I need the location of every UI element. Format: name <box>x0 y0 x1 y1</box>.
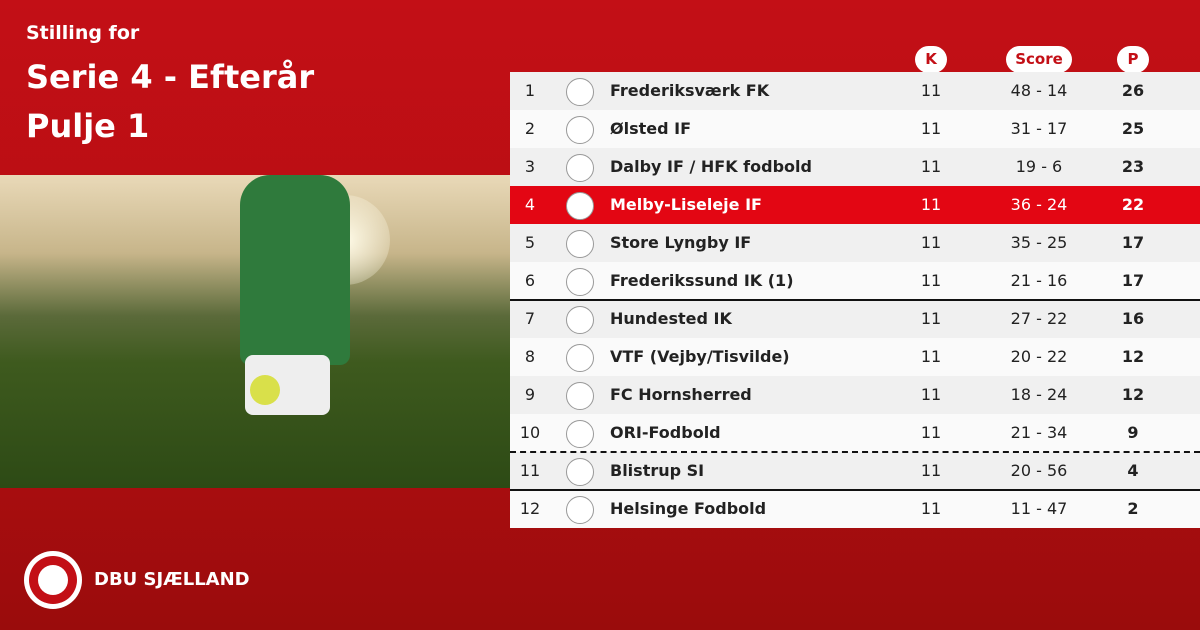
team-logo <box>566 268 594 296</box>
matches: 11 <box>920 271 942 290</box>
team-logo <box>566 78 594 106</box>
team-name: Hundested IK <box>610 309 732 328</box>
matches: 11 <box>920 423 942 442</box>
column-header: Score <box>1006 46 1072 73</box>
table-row: 12 Helsinge Fodbold 11 11 - 47 2 <box>510 490 1200 528</box>
divider <box>510 489 1200 491</box>
team-name: VTF (Vejby/Tisvilde) <box>610 347 790 366</box>
team-logo <box>566 420 594 448</box>
team-logo <box>566 344 594 372</box>
rank: 7 <box>524 309 536 328</box>
photo <box>0 175 510 488</box>
rank: 10 <box>519 423 541 442</box>
rank: 4 <box>524 195 536 214</box>
team-name: Frederikssund IK (1) <box>610 271 794 290</box>
kicker: Stilling for <box>26 22 140 44</box>
team-logo <box>566 154 594 182</box>
divider <box>510 451 1200 453</box>
team-name: Blistrup SI <box>610 461 705 480</box>
table-row: 7 Hundested IK 11 27 - 22 16 <box>510 300 1200 338</box>
score: 20 - 22 <box>1010 347 1068 366</box>
points: 26 <box>1121 81 1145 100</box>
table-row: 2 Ølsted IF 11 31 - 17 25 <box>510 110 1200 148</box>
score: 31 - 17 <box>1010 119 1068 138</box>
table-row: 6 Frederikssund IK (1) 11 21 - 16 17 <box>510 262 1200 300</box>
points: 17 <box>1121 233 1145 252</box>
column-header: P <box>1117 46 1149 73</box>
table-row: 10 ORI-Fodbold 11 21 - 34 9 <box>510 414 1200 452</box>
team-name: Melby-Liseleje IF <box>610 195 762 214</box>
team-name: Store Lyngby IF <box>610 233 752 252</box>
team-logo <box>566 382 594 410</box>
team-logo <box>566 306 594 334</box>
dbu-logo <box>24 551 82 609</box>
table-row: 8 VTF (Vejby/Tisvilde) 11 20 - 22 12 <box>510 338 1200 376</box>
score: 18 - 24 <box>1010 385 1068 404</box>
table-row: 11 Blistrup SI 11 20 - 56 4 <box>510 452 1200 490</box>
team-name: Helsinge Fodbold <box>610 499 767 518</box>
divider <box>510 299 1200 301</box>
points: 16 <box>1121 309 1145 328</box>
team-logo <box>566 496 594 524</box>
points: 12 <box>1121 385 1145 404</box>
team-name: ORI-Fodbold <box>610 423 721 442</box>
points: 12 <box>1121 347 1145 366</box>
table-row: 3 Dalby IF / HFK fodbold 11 19 - 6 23 <box>510 148 1200 186</box>
points: 2 <box>1127 499 1139 518</box>
score: 48 - 14 <box>1010 81 1068 100</box>
matches: 11 <box>920 195 942 214</box>
matches: 11 <box>920 385 942 404</box>
team-logo <box>566 116 594 144</box>
matches: 11 <box>920 81 942 100</box>
table-row: 5 Store Lyngby IF 11 35 - 25 17 <box>510 224 1200 262</box>
points: 22 <box>1121 195 1145 214</box>
brand: DBU SJÆLLAND <box>94 569 250 590</box>
score: 11 - 47 <box>1010 499 1068 518</box>
matches: 11 <box>920 119 942 138</box>
team-logo <box>566 230 594 258</box>
matches: 11 <box>920 347 942 366</box>
rank: 12 <box>519 499 541 518</box>
rank: 8 <box>524 347 536 366</box>
points: 17 <box>1121 271 1145 290</box>
rank: 9 <box>524 385 536 404</box>
rank: 5 <box>524 233 536 252</box>
team-name: Dalby IF / HFK fodbold <box>610 157 812 176</box>
points: 4 <box>1127 461 1139 480</box>
team-logo <box>566 192 594 220</box>
points: 23 <box>1121 157 1145 176</box>
matches: 11 <box>920 309 942 328</box>
rank: 1 <box>524 81 536 100</box>
matches: 11 <box>920 233 942 252</box>
title: Serie 4 - Efterår <box>26 58 315 96</box>
matches: 11 <box>920 157 942 176</box>
score: 35 - 25 <box>1010 233 1068 252</box>
points: 9 <box>1127 423 1139 442</box>
rank: 3 <box>524 157 536 176</box>
score: 27 - 22 <box>1010 309 1068 328</box>
rank: 2 <box>524 119 536 138</box>
rank: 6 <box>524 271 536 290</box>
team-name: FC Hornsherred <box>610 385 752 404</box>
score: 36 - 24 <box>1010 195 1068 214</box>
score: 21 - 16 <box>1010 271 1068 290</box>
team-name: Frederiksværk FK <box>610 81 770 100</box>
table-row: 1 Frederiksværk FK 11 48 - 14 26 <box>510 72 1200 110</box>
score: 20 - 56 <box>1010 461 1068 480</box>
column-header: K <box>915 46 947 73</box>
table-row: 9 FC Hornsherred 11 18 - 24 12 <box>510 376 1200 414</box>
team-name: Ølsted IF <box>610 119 692 138</box>
table-row: 4 Melby-Liseleje IF 11 36 - 24 22 <box>510 186 1200 224</box>
score: 21 - 34 <box>1010 423 1068 442</box>
rank: 11 <box>519 461 541 480</box>
points: 25 <box>1121 119 1145 138</box>
subtitle: Pulje 1 <box>26 107 150 145</box>
team-logo <box>566 458 594 486</box>
score: 19 - 6 <box>1015 157 1063 176</box>
matches: 11 <box>920 499 942 518</box>
matches: 11 <box>920 461 942 480</box>
